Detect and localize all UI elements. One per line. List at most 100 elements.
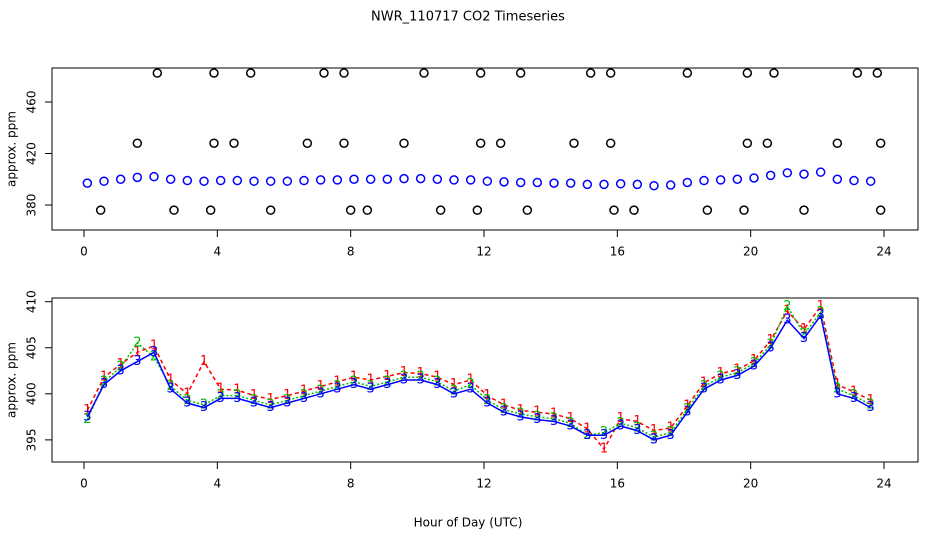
point-marker: 2 (317, 384, 325, 399)
point-marker: 3 (483, 396, 491, 411)
point-marker: 1 (600, 442, 608, 457)
point-marker: 3 (233, 391, 241, 406)
point-marker: 1 (683, 398, 691, 413)
point (205, 205, 216, 215)
x-tick-label: 0 (80, 477, 88, 491)
y-axis-title: approx. ppm (5, 342, 19, 418)
point-marker: 3 (500, 405, 508, 420)
point (765, 170, 776, 181)
point-marker: 2 (133, 336, 141, 351)
point (82, 178, 93, 188)
point-marker: 3 (450, 386, 458, 401)
x-tick-label: 0 (80, 245, 88, 259)
point-marker: 3 (650, 432, 658, 447)
point (432, 174, 443, 185)
point-marker: 2 (750, 356, 758, 371)
point-marker: 1 (183, 386, 191, 401)
point-marker: 2 (567, 416, 575, 431)
point-marker: 2 (850, 388, 858, 403)
point (245, 68, 256, 78)
point-marker: 2 (183, 393, 191, 408)
point-marker: 1 (167, 373, 175, 388)
point-marker: 2 (500, 402, 508, 417)
point (315, 175, 326, 185)
point (182, 175, 193, 186)
point-marker: 3 (750, 359, 758, 374)
point-marker: 2 (283, 393, 291, 408)
plot-frame (51, 297, 919, 463)
point-marker: 1 (833, 377, 841, 392)
point (872, 68, 883, 78)
point (605, 68, 616, 78)
point-marker: 3 (700, 382, 708, 397)
y-tick-label: 460 (25, 91, 39, 114)
point (302, 138, 313, 148)
point-marker: 1 (150, 338, 158, 353)
point-marker: 3 (250, 396, 258, 411)
point (149, 171, 159, 182)
point (632, 179, 643, 190)
point-marker: 1 (583, 421, 591, 436)
point (649, 180, 659, 191)
point-marker: 3 (717, 373, 725, 388)
point (875, 205, 886, 215)
plot-area (82, 68, 886, 215)
point-marker: 2 (467, 377, 475, 392)
point-marker: 3 (850, 391, 858, 406)
point-marker: 1 (233, 383, 241, 398)
point-marker: 1 (467, 373, 475, 388)
point-marker: 2 (83, 412, 91, 427)
point-marker: 3 (783, 313, 791, 328)
x-tick-label: 24 (876, 477, 891, 491)
point-marker: 1 (500, 397, 508, 412)
series-line (86, 304, 872, 451)
point (282, 176, 293, 186)
point-marker: 2 (267, 397, 275, 412)
point-marker: 3 (350, 377, 358, 392)
point (99, 176, 109, 186)
point-marker: 1 (383, 369, 391, 384)
point-marker: 2 (117, 360, 125, 375)
point-marker: 3 (817, 308, 825, 323)
point (399, 138, 409, 148)
point (832, 138, 843, 148)
point-marker: 2 (217, 388, 225, 403)
point-marker: 1 (367, 373, 375, 388)
point-marker: 2 (633, 420, 641, 435)
point-marker: 1 (300, 384, 308, 399)
chart-title: NWR_110717 CO2 Timeseries (371, 10, 565, 25)
point (565, 178, 576, 188)
point-marker: 1 (200, 354, 208, 369)
point (522, 205, 533, 215)
series-line (86, 313, 872, 441)
x-tick-label: 20 (743, 477, 758, 491)
point (319, 68, 329, 78)
point-marker: 3 (333, 382, 341, 397)
point-marker: 2 (333, 379, 341, 394)
point-marker: 1 (317, 379, 325, 394)
point-marker: 3 (867, 400, 875, 415)
point-marker: 2 (400, 370, 408, 385)
point-marker: 1 (750, 353, 758, 368)
plot-frame (51, 67, 919, 231)
point-marker: 1 (217, 382, 225, 397)
y-tick-label: 400 (25, 382, 39, 405)
point-marker: 1 (850, 384, 858, 399)
point-marker: 3 (467, 382, 475, 397)
point-marker: 3 (433, 377, 441, 392)
point (832, 174, 843, 185)
point (435, 205, 446, 215)
point (569, 138, 579, 148)
point-marker: 1 (450, 377, 458, 392)
point-marker: 1 (350, 370, 358, 385)
point-marker: 1 (817, 299, 825, 314)
point-marker: 1 (867, 393, 875, 408)
point (132, 172, 143, 183)
point-marker: 3 (167, 382, 175, 397)
point (532, 177, 543, 188)
point-marker: 2 (417, 370, 425, 385)
point-marker: 3 (633, 423, 641, 438)
point-marker: 2 (100, 374, 108, 389)
point-marker: 2 (800, 326, 808, 341)
